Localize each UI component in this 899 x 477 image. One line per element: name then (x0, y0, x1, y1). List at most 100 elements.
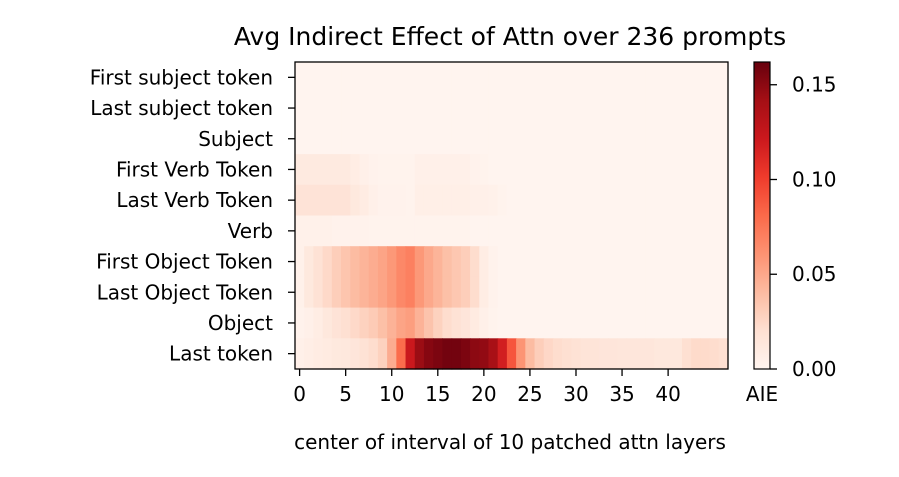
heatmap-cell (350, 184, 361, 217)
heatmap-cell (322, 123, 333, 155)
heatmap-cell (451, 92, 462, 124)
heatmap-cell (663, 338, 674, 370)
heatmap-cell (387, 62, 397, 94)
heatmap-cell (479, 276, 490, 309)
heatmap-cell (599, 184, 609, 217)
colorbar-tick-label: 0.10 (792, 167, 837, 191)
heatmap-cell (700, 276, 711, 309)
heatmap-cell (368, 154, 379, 186)
heatmap-cell (645, 62, 655, 94)
heatmap-cell (451, 215, 462, 247)
heatmap-cell (663, 276, 674, 309)
heatmap-cell (599, 307, 609, 339)
heatmap-cell (460, 154, 471, 186)
heatmap-cell (387, 246, 397, 278)
heatmap-cell (322, 338, 333, 370)
heatmap-cell (543, 215, 554, 247)
heatmap-cell (691, 154, 701, 186)
heatmap-cell (460, 184, 471, 217)
heatmap-cell (580, 246, 591, 278)
heatmap-cell (295, 154, 305, 186)
heatmap-cell (313, 246, 324, 278)
heatmap-cell (433, 123, 443, 155)
heatmap-cell (470, 307, 480, 339)
heatmap-cell (488, 184, 499, 217)
heatmap-cell (580, 184, 591, 217)
heatmap-cell (718, 62, 729, 94)
heatmap-cell (645, 246, 655, 278)
heatmap-cell (377, 184, 388, 217)
heatmap-cell (405, 184, 416, 217)
heatmap-cell (663, 246, 674, 278)
heatmap-cell (451, 123, 462, 155)
heatmap-cell (341, 123, 351, 155)
heatmap-cell (691, 184, 701, 217)
heatmap-cell (488, 338, 499, 370)
heatmap-cell (359, 215, 370, 247)
colorbar (753, 61, 771, 370)
y-tick-label: Last token (169, 342, 273, 366)
heatmap-cell (691, 92, 701, 124)
heatmap-cell (571, 307, 582, 339)
heatmap-cell (681, 154, 692, 186)
heatmap-cell (709, 338, 720, 370)
heatmap-cell (331, 307, 342, 339)
heatmap-cell (396, 62, 407, 94)
heatmap-cell (423, 154, 434, 186)
heatmap-cell (414, 154, 425, 186)
heatmap-cell (617, 184, 628, 217)
heatmap-cell (709, 276, 720, 309)
heatmap-cell (552, 62, 563, 94)
x-tick-label: 25 (517, 382, 542, 406)
heatmap-cell (617, 338, 628, 370)
heatmap-cell (451, 338, 462, 370)
heatmap-cell (654, 338, 665, 370)
heatmap-cell (479, 154, 490, 186)
heatmap-cell (433, 184, 443, 217)
heatmap-cell (322, 246, 333, 278)
heatmap-cell (387, 123, 397, 155)
heatmap-cell (571, 62, 582, 94)
heatmap-cell (488, 92, 499, 124)
heatmap-cell (460, 276, 471, 309)
heatmap-cell (663, 184, 674, 217)
x-tick-label: 20 (471, 382, 496, 406)
heatmap-cell (396, 276, 407, 309)
heatmap-cell (681, 276, 692, 309)
heatmap-cell (331, 276, 342, 309)
heatmap-cell (479, 123, 490, 155)
heatmap-cell (571, 92, 582, 124)
heatmap-cell (304, 338, 315, 370)
heatmap-cell (359, 338, 370, 370)
heatmap-cell (442, 154, 453, 186)
heatmap-cell (654, 307, 665, 339)
heatmap-cell (350, 276, 361, 309)
heatmap-cell (350, 215, 361, 247)
heatmap-cell (414, 276, 425, 309)
heatmap-cell (718, 338, 729, 370)
heatmap-cell (681, 184, 692, 217)
heatmap-cell (414, 92, 425, 124)
heatmap-cell (423, 276, 434, 309)
heatmap-cell (635, 92, 646, 124)
heatmap-cell (681, 92, 692, 124)
heatmap-cell (313, 184, 324, 217)
heatmap-cell (470, 215, 480, 247)
heatmap-cell (488, 154, 499, 186)
heatmap-cell (580, 215, 591, 247)
heatmap-cell (488, 276, 499, 309)
heatmap-cell (304, 62, 315, 94)
heatmap-cell (488, 246, 499, 278)
heatmap-cell (470, 246, 480, 278)
heatmap-cell (589, 307, 600, 339)
heatmap-cell (460, 123, 471, 155)
heatmap-cell (433, 154, 443, 186)
heatmap-cell (442, 307, 453, 339)
heatmap-cell (681, 338, 692, 370)
heatmap-cell (341, 338, 351, 370)
heatmap-cell (442, 338, 453, 370)
heatmap-cell (571, 276, 582, 309)
heatmap-cell (295, 62, 305, 94)
heatmap-cell (700, 123, 711, 155)
heatmap-cell (571, 123, 582, 155)
